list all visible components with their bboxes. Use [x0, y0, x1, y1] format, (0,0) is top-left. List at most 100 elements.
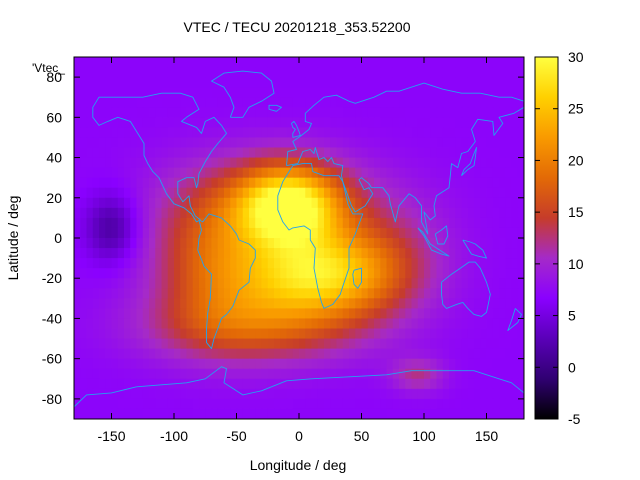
coastline-antarctica	[74, 366, 524, 408]
heatmap-cell	[86, 318, 94, 330]
heatmap-cell	[211, 328, 219, 340]
heatmap-cell	[417, 97, 425, 108]
heatmap-cell	[105, 318, 113, 330]
heatmap-cell	[292, 67, 300, 78]
heatmap-cell	[492, 57, 500, 68]
heatmap-cell	[374, 147, 381, 159]
heatmap-cell	[330, 358, 338, 370]
heatmap-cell	[430, 187, 438, 199]
heatmap-cell	[299, 117, 306, 128]
x-axis-ticks: -150 -100 -50 0 50 100 150	[97, 57, 498, 444]
heatmap-cell	[267, 368, 275, 380]
heatmap-cell	[517, 358, 524, 370]
heatmap-cell	[92, 398, 100, 410]
heatmap-cell	[242, 227, 250, 239]
heatmap-cell	[424, 358, 431, 370]
heatmap-cell	[474, 87, 481, 98]
heatmap-cell	[167, 288, 175, 299]
heatmap-cell	[405, 378, 413, 390]
heatmap-cell	[336, 177, 344, 189]
heatmap-cell	[74, 308, 81, 320]
heatmap-cell	[205, 348, 213, 360]
heatmap-cell	[99, 87, 106, 98]
heatmap-cell	[211, 167, 219, 179]
heatmap-cell	[136, 57, 144, 68]
heatmap-cell	[211, 177, 219, 189]
heatmap-cell	[180, 298, 188, 309]
heatmap-cell	[161, 288, 169, 299]
heatmap-cell	[499, 298, 506, 309]
heatmap-cell	[86, 177, 94, 189]
heatmap-cell	[255, 217, 263, 229]
heatmap-cell	[161, 177, 169, 189]
heatmap-cell	[317, 368, 325, 380]
heatmap-cell	[311, 137, 319, 149]
heatmap-cell	[455, 187, 463, 199]
heatmap-cell	[486, 187, 494, 199]
heatmap-cell	[224, 187, 231, 199]
heatmap-cell	[199, 398, 206, 410]
heatmap-cell	[517, 227, 524, 239]
heatmap-cell	[380, 328, 388, 340]
x-axis-label: Longitude / deg	[250, 457, 347, 473]
heatmap-cell	[261, 147, 269, 159]
heatmap-cell	[317, 107, 325, 118]
heatmap-cell	[374, 278, 381, 289]
heatmap-cell	[167, 227, 175, 239]
heatmap-cell	[455, 288, 463, 299]
heatmap-cell	[355, 217, 363, 229]
heatmap-cell	[92, 157, 100, 169]
heatmap-cell	[155, 318, 163, 330]
heatmap-cell	[80, 57, 88, 68]
heatmap-cell	[217, 127, 225, 139]
heatmap-cell	[130, 258, 138, 269]
heatmap-cell	[349, 378, 356, 390]
heatmap-cell	[149, 248, 156, 259]
heatmap-cell	[367, 328, 375, 340]
heatmap-cell	[380, 117, 388, 128]
heatmap-cell	[405, 217, 413, 229]
heatmap-cell	[511, 328, 519, 340]
heatmap-cell	[292, 308, 300, 320]
heatmap-cell	[517, 338, 524, 350]
heatmap-cell	[499, 157, 506, 169]
heatmap-cell	[167, 298, 175, 309]
heatmap-cell	[486, 67, 494, 78]
coastline-south-america	[197, 213, 256, 350]
heatmap-cell	[105, 207, 113, 219]
heatmap-cell	[436, 227, 444, 239]
heatmap-cell	[311, 57, 319, 68]
heatmap-cell	[367, 348, 375, 360]
heatmap-cell	[392, 187, 400, 199]
heatmap-cell	[455, 258, 463, 269]
heatmap-cell	[392, 278, 400, 289]
heatmap-cell	[280, 187, 288, 199]
heatmap-cell	[192, 187, 200, 199]
heatmap-cell	[386, 308, 394, 320]
heatmap-cell	[142, 398, 150, 410]
heatmap-cell	[80, 197, 88, 209]
heatmap-cell	[361, 408, 369, 419]
heatmap-cell	[511, 97, 519, 108]
heatmap-cell	[442, 288, 450, 299]
heatmap-cell	[92, 348, 100, 360]
heatmap-cell	[255, 197, 263, 209]
heatmap-cell	[361, 147, 369, 159]
heatmap-cell	[92, 288, 100, 299]
heatmap-cell	[330, 137, 338, 149]
heatmap-cell	[99, 408, 106, 419]
heatmap-cell	[336, 217, 344, 229]
heatmap-cell	[511, 57, 519, 68]
heatmap-cell	[255, 338, 263, 350]
heatmap-cell	[267, 248, 275, 259]
heatmap-cell	[199, 217, 206, 229]
heatmap-cell	[242, 87, 250, 98]
heatmap-cell	[461, 408, 469, 419]
heatmap-cell	[330, 338, 338, 350]
heatmap-cell	[142, 258, 150, 269]
heatmap-cell	[124, 308, 131, 320]
heatmap-cell	[211, 258, 219, 269]
heatmap-cell	[149, 177, 156, 189]
heatmap-cell	[311, 358, 319, 370]
heatmap-cell	[380, 378, 388, 390]
